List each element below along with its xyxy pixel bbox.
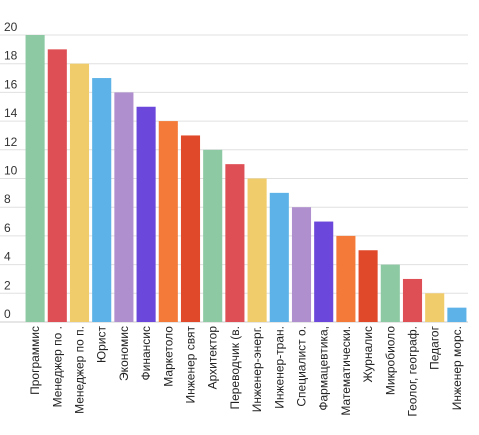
x-tick-label: Архитектор bbox=[206, 326, 220, 390]
bar bbox=[158, 121, 178, 322]
bar bbox=[358, 250, 378, 322]
x-tick-label: Маркетоло bbox=[161, 326, 175, 387]
bar bbox=[114, 92, 134, 323]
bar bbox=[291, 207, 312, 322]
y-tick-label: 0 bbox=[4, 307, 11, 321]
bar bbox=[136, 106, 156, 322]
y-tick-label: 4 bbox=[4, 250, 11, 264]
y-tick-label: 14 bbox=[4, 106, 18, 120]
x-tick-label: Инженер морс. bbox=[450, 326, 464, 410]
x-tick-label: Специалист о. bbox=[295, 326, 309, 407]
x-tick-label: Инженер-энерг. bbox=[250, 326, 264, 412]
bar bbox=[92, 78, 112, 322]
x-tick-label: Педагог bbox=[428, 325, 442, 369]
bar bbox=[225, 164, 245, 322]
bar bbox=[180, 135, 201, 322]
x-tick-label: Математически. bbox=[339, 326, 353, 416]
bar bbox=[380, 264, 400, 322]
y-axis-ticks: 0 2 4 6 8 10 12 14 16 18 20 bbox=[4, 20, 18, 321]
y-tick-label: 16 bbox=[4, 77, 18, 91]
x-tick-label: Инженер-тран. bbox=[272, 326, 286, 409]
bar bbox=[402, 278, 423, 322]
bar bbox=[69, 63, 90, 322]
bar bbox=[269, 192, 289, 322]
y-tick-label: 20 bbox=[4, 20, 18, 34]
y-tick-label: 10 bbox=[4, 164, 18, 178]
x-tick-label: Журналис bbox=[361, 326, 375, 383]
bar bbox=[203, 149, 223, 322]
x-axis-labels: Программис Менеджер по . Менеджер по п. Юри… bbox=[28, 325, 464, 416]
bar bbox=[25, 35, 45, 322]
y-tick-label: 12 bbox=[4, 135, 18, 149]
x-tick-label: Фармацевтика, bbox=[317, 326, 331, 411]
bar bbox=[47, 49, 67, 322]
bar bbox=[425, 293, 445, 322]
x-tick-label: Переводчик (в. bbox=[228, 326, 242, 410]
x-tick-label: Менеджер по . bbox=[50, 326, 64, 407]
x-tick-label: Инженер свят bbox=[184, 326, 198, 404]
x-tick-label: Юрист bbox=[95, 326, 109, 364]
y-tick-label: 18 bbox=[4, 49, 18, 63]
y-tick-label: 2 bbox=[4, 278, 11, 292]
x-tick-label: Программис bbox=[28, 326, 42, 395]
bar bbox=[314, 221, 334, 322]
x-tick-label: Микробиоло bbox=[383, 326, 397, 395]
bar bbox=[447, 307, 467, 322]
x-tick-label: Финансис bbox=[139, 326, 153, 380]
x-tick-label: Менеджер по п. bbox=[73, 326, 87, 414]
bar bbox=[336, 235, 356, 322]
bars bbox=[25, 35, 467, 323]
x-tick-label: Геолог, географ. bbox=[406, 326, 420, 417]
bar bbox=[247, 178, 267, 322]
y-tick-label: 6 bbox=[4, 221, 11, 235]
y-tick-label: 8 bbox=[4, 192, 11, 206]
x-tick-label: Экономис bbox=[117, 326, 131, 381]
